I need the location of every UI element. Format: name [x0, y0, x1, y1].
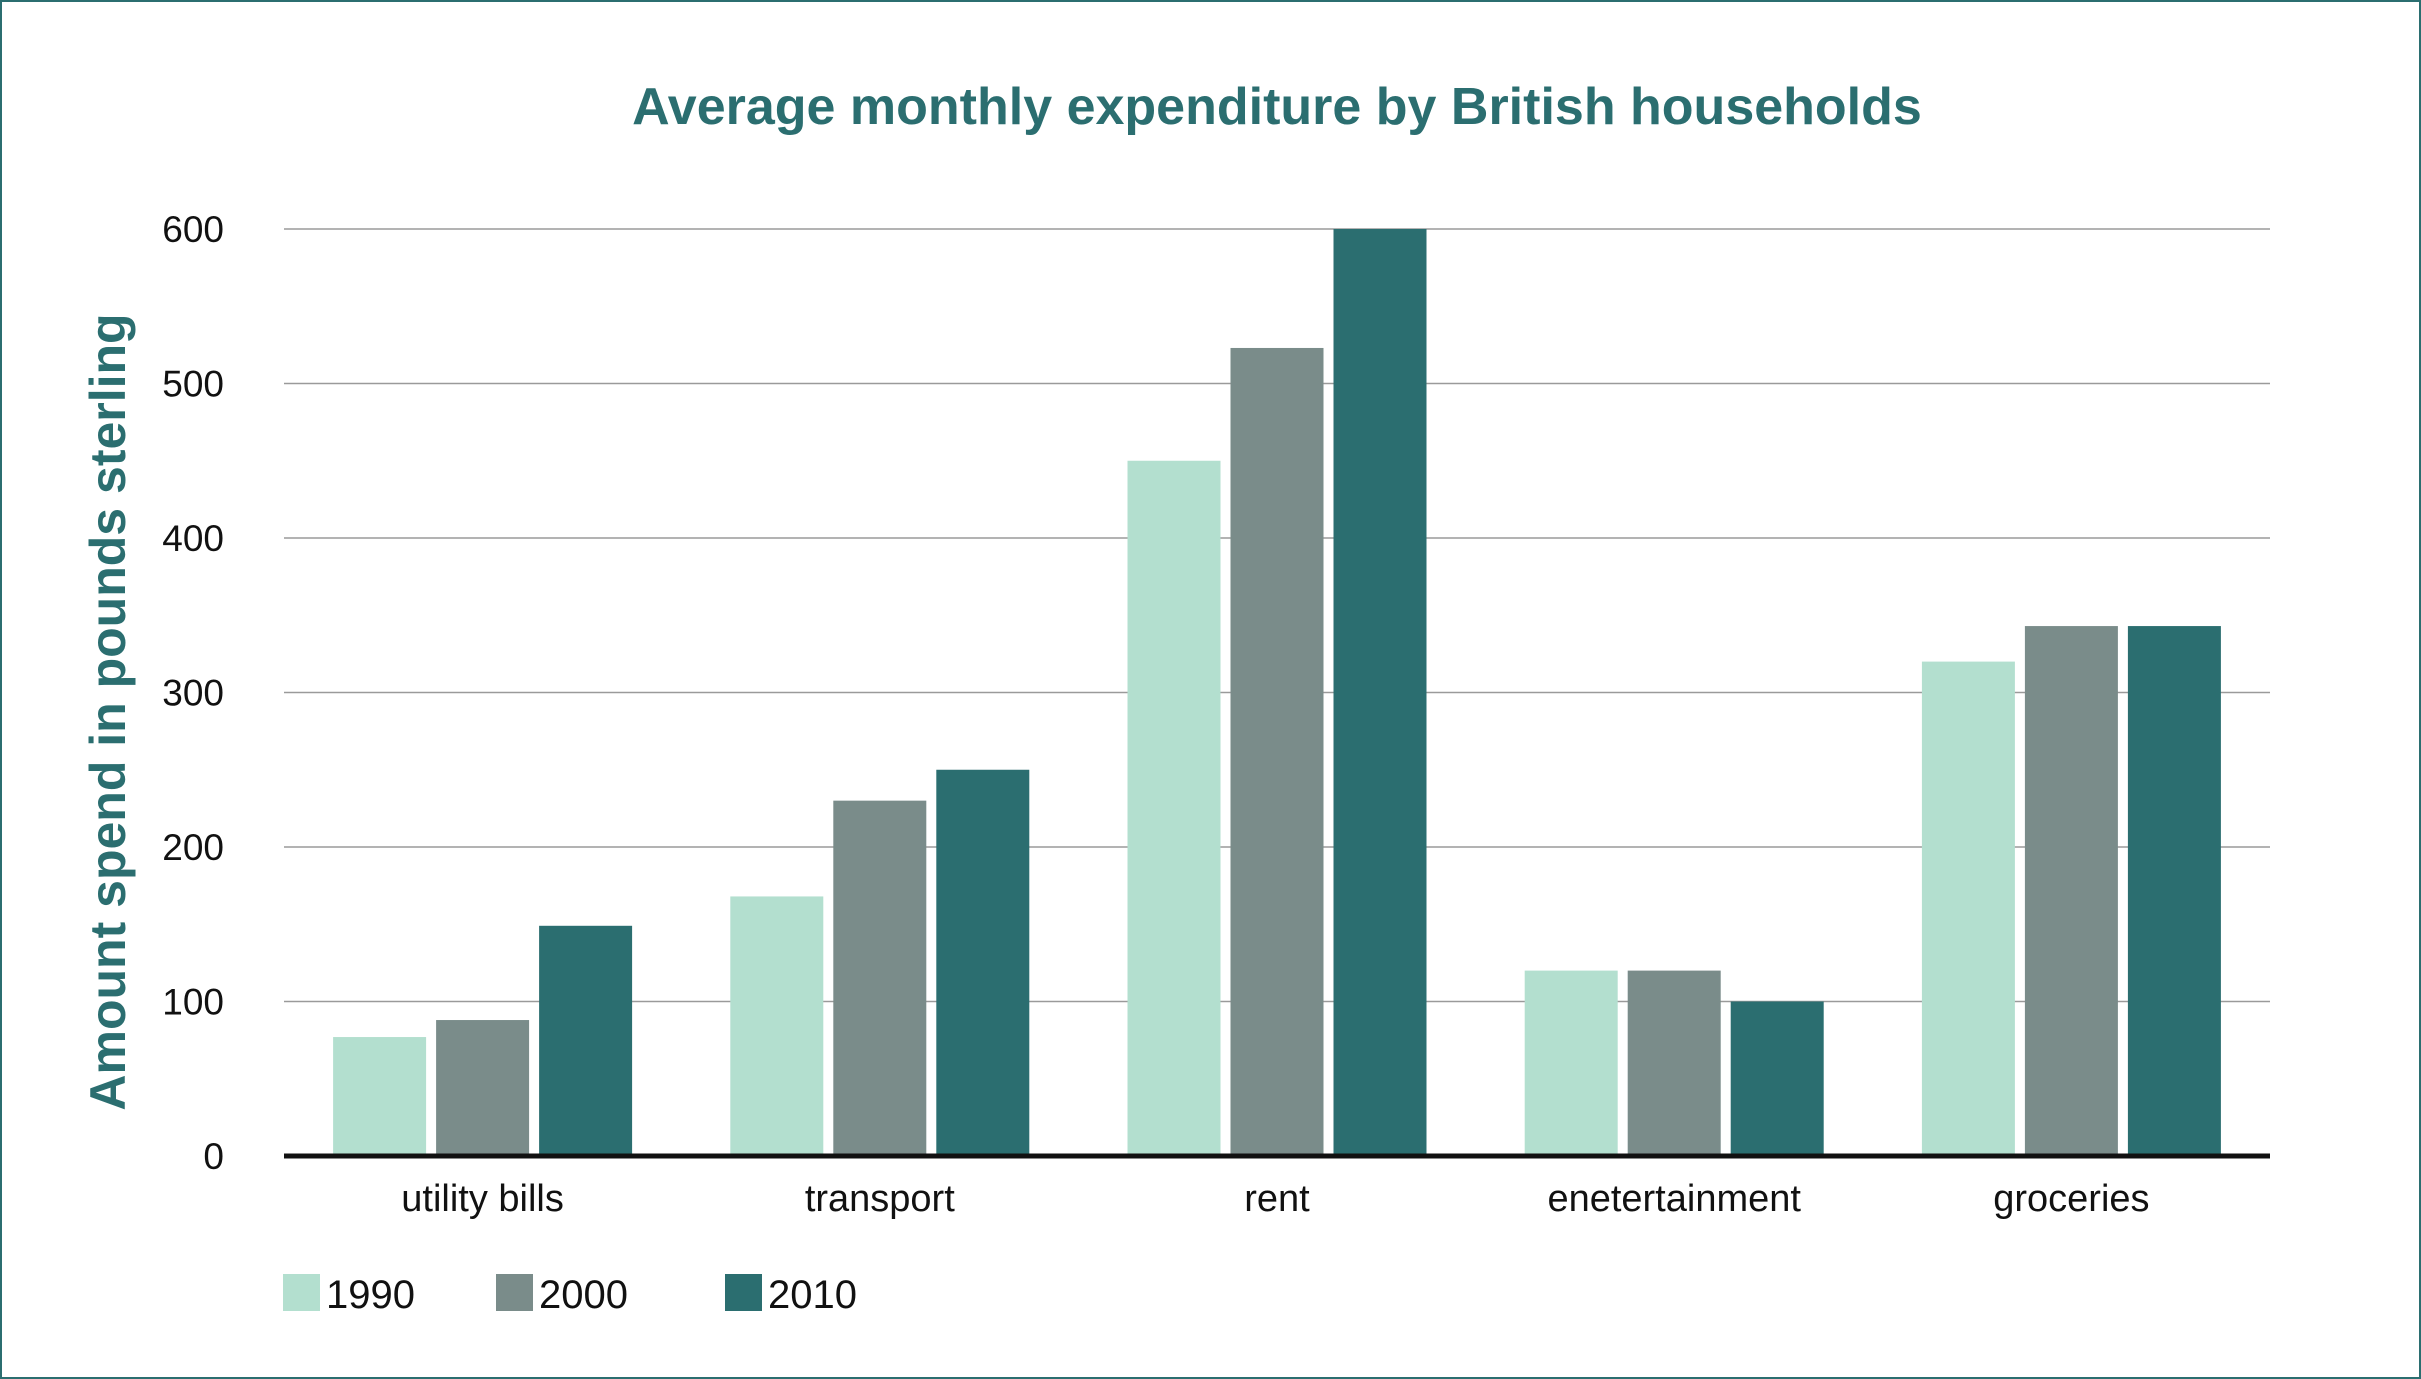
bar-2000-utility-bills — [436, 1020, 530, 1156]
y-axis-label: Amount spend in pounds sterling — [80, 313, 136, 1110]
bar-2010-transport — [936, 769, 1030, 1156]
bar-1990-groceries — [1921, 661, 2015, 1156]
bar-1990-utility-bills — [333, 1037, 427, 1156]
y-tick-label: 100 — [162, 982, 224, 1023]
x-category-label: utility bills — [401, 1178, 564, 1220]
x-category-label: enetertainment — [1547, 1178, 1801, 1220]
bar-2010-enetertainment — [1730, 1001, 1824, 1156]
legend-swatch-1990 — [283, 1274, 320, 1311]
bar-2010-utility-bills — [539, 925, 633, 1156]
x-category-label: groceries — [1993, 1178, 2149, 1220]
bar-1990-rent — [1127, 460, 1221, 1156]
bar-1990-enetertainment — [1524, 970, 1618, 1156]
legend-label-1990: 1990 — [326, 1273, 415, 1317]
bar-2010-rent — [1333, 229, 1427, 1156]
x-category-label: rent — [1244, 1178, 1310, 1220]
bars — [333, 229, 2221, 1157]
legend-label-2000: 2000 — [539, 1273, 628, 1317]
legend-swatch-2000 — [496, 1274, 533, 1311]
legend-swatch-2010 — [725, 1274, 762, 1311]
bar-2000-transport — [833, 800, 927, 1156]
y-tick-label: 300 — [162, 673, 224, 714]
y-tick-label: 600 — [162, 209, 224, 250]
x-category-label: transport — [805, 1178, 955, 1220]
chart-title: Average monthly expenditure by British h… — [632, 78, 1922, 136]
bar-2000-rent — [1230, 347, 1324, 1157]
bar-1990-transport — [730, 896, 824, 1156]
legend-label-2010: 2010 — [768, 1273, 857, 1317]
legend: 1990 2000 2010 — [283, 1273, 857, 1317]
y-tick-label: 400 — [162, 518, 224, 559]
y-tick-label: 0 — [203, 1136, 224, 1177]
bar-2010-groceries — [2127, 626, 2221, 1156]
y-tick-label: 200 — [162, 827, 224, 868]
bar-2000-enetertainment — [1627, 970, 1721, 1156]
labels: Average monthly expenditure by British h… — [80, 78, 2150, 1220]
y-tick-label: 500 — [162, 364, 224, 405]
bar-2000-groceries — [2024, 626, 2118, 1156]
